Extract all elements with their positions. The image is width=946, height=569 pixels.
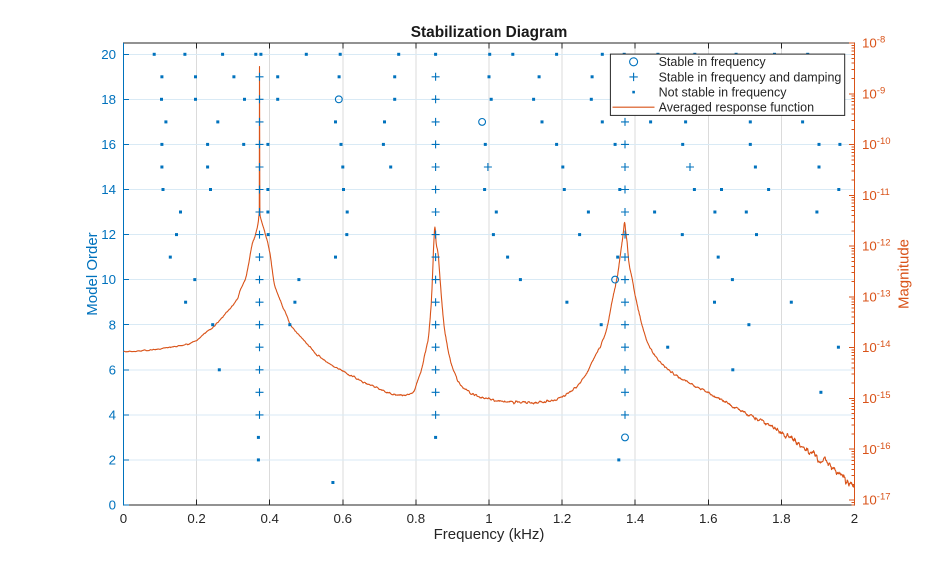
svg-text:0: 0 [109, 498, 116, 513]
svg-text:0.4: 0.4 [260, 511, 279, 526]
svg-text:Magnitude: Magnitude [896, 239, 913, 309]
svg-text:1.4: 1.4 [626, 511, 645, 526]
svg-text:1.2: 1.2 [553, 511, 572, 526]
svg-text:0.2: 0.2 [187, 511, 206, 526]
svg-text:14: 14 [101, 182, 116, 197]
svg-text:16: 16 [101, 137, 116, 152]
svg-text:6: 6 [109, 362, 116, 377]
svg-text:Stable in frequency and dampin: Stable in frequency and damping [659, 70, 842, 84]
svg-text:4: 4 [109, 408, 116, 423]
svg-text:1.6: 1.6 [699, 511, 718, 526]
svg-text:Not stable in frequency: Not stable in frequency [659, 86, 788, 100]
svg-text:20: 20 [101, 47, 116, 62]
svg-text:Stabilization Diagram: Stabilization Diagram [411, 24, 568, 41]
svg-text:0: 0 [120, 511, 127, 526]
svg-text:0.8: 0.8 [407, 511, 426, 526]
svg-text:Frequency (kHz): Frequency (kHz) [434, 526, 545, 543]
svg-text:18: 18 [101, 92, 116, 107]
svg-text:10: 10 [101, 272, 116, 287]
svg-text:Averaged response function: Averaged response function [659, 101, 814, 115]
svg-text:12: 12 [101, 227, 116, 242]
svg-text:8: 8 [109, 317, 116, 332]
svg-text:1.8: 1.8 [772, 511, 791, 526]
svg-text:0.6: 0.6 [334, 511, 353, 526]
svg-text:Stable in frequency: Stable in frequency [659, 55, 767, 69]
svg-text:1: 1 [485, 511, 492, 526]
svg-text:2: 2 [109, 453, 116, 468]
svg-text:Model Order: Model Order [84, 232, 101, 315]
svg-text:2: 2 [851, 511, 858, 526]
